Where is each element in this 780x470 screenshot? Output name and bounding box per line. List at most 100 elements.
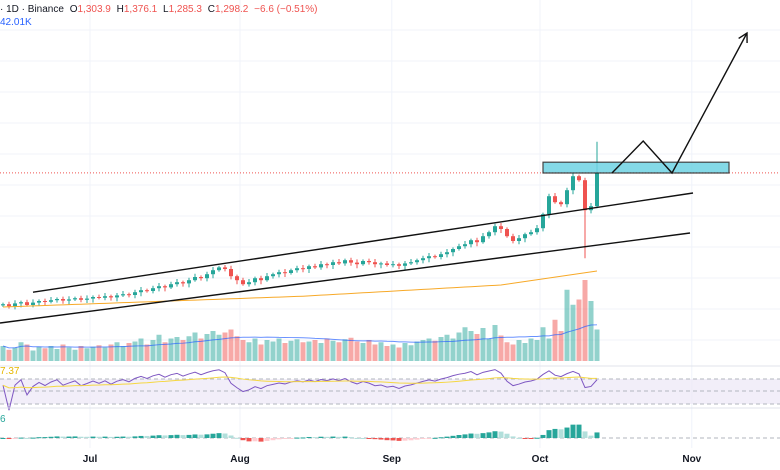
macd-histogram-bar bbox=[294, 437, 300, 439]
candle-up bbox=[205, 274, 209, 279]
trendline bbox=[32, 192, 694, 293]
candle-down bbox=[127, 294, 131, 296]
volume-bar bbox=[144, 344, 150, 361]
macd-histogram-bar bbox=[96, 436, 102, 438]
candle-up bbox=[457, 246, 461, 249]
macd-histogram-bar bbox=[528, 438, 534, 439]
volume-bar bbox=[396, 347, 402, 361]
volume-bar bbox=[366, 340, 372, 361]
candle-down bbox=[25, 302, 29, 305]
candle-up bbox=[379, 263, 383, 265]
volume-bar bbox=[348, 337, 354, 361]
candle-up bbox=[403, 263, 407, 266]
macd-histogram-bar bbox=[456, 435, 462, 438]
candle-up bbox=[157, 286, 161, 289]
volume-bar bbox=[408, 345, 414, 361]
macd-histogram-bar bbox=[588, 435, 594, 438]
candle-up bbox=[595, 172, 599, 207]
volume-bar bbox=[414, 341, 420, 361]
interval-exchange: · 1D · Binance bbox=[0, 4, 64, 15]
candle-down bbox=[325, 264, 329, 266]
candle-up bbox=[565, 190, 569, 205]
open-label: O bbox=[69, 4, 78, 15]
volume-bar bbox=[12, 347, 18, 361]
macd-histogram-bar bbox=[84, 436, 90, 438]
candle-up bbox=[307, 266, 311, 269]
macd-histogram-bar bbox=[594, 432, 600, 438]
candle-down bbox=[79, 298, 83, 300]
volume-bar bbox=[378, 342, 384, 361]
volume-bar bbox=[306, 341, 312, 361]
candle-up bbox=[481, 236, 485, 243]
volume-bar bbox=[570, 304, 576, 361]
candle-up bbox=[193, 277, 197, 281]
volume-bar bbox=[504, 342, 510, 361]
candle-up bbox=[217, 267, 221, 271]
macd-histogram-bar bbox=[54, 436, 60, 438]
macd-histogram-bar bbox=[318, 436, 324, 438]
candle-up bbox=[445, 252, 449, 255]
macd-histogram-bar bbox=[222, 433, 228, 438]
candle-up bbox=[535, 228, 539, 233]
candle-up bbox=[73, 298, 77, 300]
high-label: H bbox=[116, 4, 124, 15]
volume-bar bbox=[390, 344, 396, 361]
candle-down bbox=[109, 296, 113, 298]
volume-bar bbox=[210, 331, 216, 361]
candle-down bbox=[97, 297, 101, 298]
candle-up bbox=[19, 302, 23, 304]
macd-histogram-bar bbox=[534, 437, 540, 439]
macd-histogram-bar bbox=[18, 437, 24, 439]
volume-bar bbox=[228, 329, 234, 361]
rsi-value: 7.37 bbox=[0, 366, 20, 377]
macd-histogram-bar bbox=[384, 438, 390, 441]
macd-histogram-bar bbox=[462, 434, 468, 438]
macd-histogram-bar bbox=[72, 436, 78, 438]
macd-histogram-bar bbox=[210, 433, 216, 438]
volume-bar bbox=[120, 346, 126, 361]
macd-histogram-bar bbox=[156, 435, 162, 438]
macd-histogram-bar bbox=[252, 438, 258, 442]
candle-up bbox=[49, 300, 53, 302]
volume-bar bbox=[30, 350, 36, 361]
macd-histogram-bar bbox=[174, 434, 180, 438]
candle-up bbox=[211, 270, 215, 275]
candle-down bbox=[337, 262, 341, 264]
volume-bar bbox=[456, 332, 462, 361]
macd-histogram-bar bbox=[42, 437, 48, 439]
volume-bar bbox=[24, 344, 30, 361]
candle-up bbox=[439, 254, 443, 257]
macd-histogram-bar bbox=[414, 438, 420, 440]
close-label: C bbox=[207, 4, 215, 15]
macd-histogram-bar bbox=[132, 436, 138, 438]
candle-up bbox=[409, 262, 413, 264]
macd-histogram-bar bbox=[396, 438, 402, 441]
volume-bar bbox=[540, 327, 546, 361]
volume-bar bbox=[132, 341, 138, 361]
volume-bar bbox=[234, 336, 240, 361]
macd-histogram-bar bbox=[582, 431, 588, 438]
volume-bar bbox=[546, 338, 552, 361]
candle-up bbox=[277, 272, 281, 275]
candle-up bbox=[265, 276, 269, 281]
volume-bar bbox=[432, 340, 438, 361]
volume-bar bbox=[462, 327, 468, 361]
macd-histogram-bar bbox=[390, 438, 396, 441]
volume-bar bbox=[48, 346, 54, 361]
candle-down bbox=[145, 290, 149, 292]
trendline bbox=[0, 232, 691, 324]
volume-bar bbox=[54, 349, 60, 361]
low-value: 1,285.3 bbox=[168, 4, 202, 15]
macd-histogram-bar bbox=[90, 436, 96, 438]
macd-histogram-bar bbox=[144, 435, 150, 438]
volume-bar bbox=[558, 331, 564, 361]
volume-bar bbox=[156, 334, 162, 361]
volume-bar bbox=[252, 338, 258, 361]
candle-up bbox=[133, 292, 137, 295]
macd-histogram-bar bbox=[492, 431, 498, 438]
macd-histogram-bar bbox=[486, 432, 492, 438]
volume-bar bbox=[312, 340, 318, 361]
open-value: 1,303.9 bbox=[77, 4, 111, 15]
candle-up bbox=[103, 296, 107, 298]
